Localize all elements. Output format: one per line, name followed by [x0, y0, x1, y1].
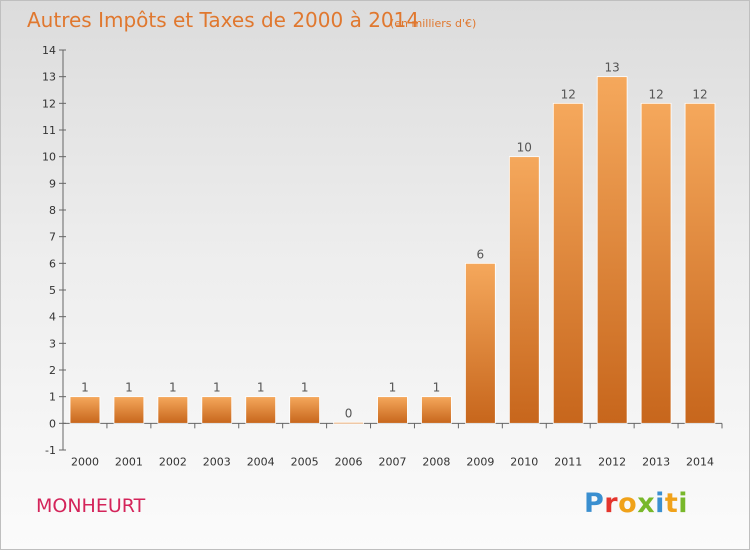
y-tick-label: 6 [49, 257, 56, 270]
data-label-2001: 1 [125, 381, 133, 395]
y-tick-label: 5 [49, 284, 56, 297]
bar-2013 [640, 102, 672, 424]
bar-2002 [157, 396, 189, 424]
x-tick-label: 2006 [335, 455, 363, 468]
bar-2001 [113, 396, 145, 424]
y-tick-label: 1 [49, 391, 56, 404]
data-label-2007: 1 [389, 381, 397, 395]
x-tick-label: 2002 [159, 455, 187, 468]
proxiti-logo: Proxiti [584, 488, 688, 519]
y-tick-label: 2 [49, 364, 56, 377]
x-tick-label: 2009 [466, 455, 494, 468]
logo-letter: P [584, 488, 605, 519]
y-tick-label: -1 [45, 444, 56, 457]
logo-letter: x [637, 488, 656, 519]
y-tick-label: 14 [42, 44, 56, 57]
data-label-2004: 1 [257, 381, 265, 395]
x-tick-label: 2004 [247, 455, 275, 468]
bar-2003 [201, 396, 233, 424]
chart-unit: (en milliers d'€) [390, 17, 477, 30]
y-tick-label: 4 [49, 311, 56, 324]
y-tick-label: 13 [42, 71, 56, 84]
y-tick-label: 11 [42, 124, 56, 137]
x-tick-label: 2010 [510, 455, 538, 468]
x-tick-label: 2008 [422, 455, 450, 468]
data-label-2002: 1 [169, 381, 177, 395]
data-label-2014: 12 [692, 87, 707, 101]
bar-2004 [245, 396, 277, 424]
logo-letter: o [618, 488, 638, 519]
x-tick-label: 2014 [686, 455, 714, 468]
y-tick-label: 7 [49, 231, 56, 244]
x-tick-label: 2001 [115, 455, 143, 468]
y-tick-label: 10 [42, 151, 56, 164]
data-label-2008: 1 [433, 381, 441, 395]
x-tick-label: 2007 [379, 455, 407, 468]
x-tick-label: 2011 [554, 455, 582, 468]
bar-2005 [289, 396, 320, 424]
bar-2007 [377, 396, 408, 424]
data-label-2009: 6 [477, 247, 485, 261]
data-label-2006: 0 [345, 406, 353, 420]
bar-2011 [552, 102, 584, 424]
chart-title: Autres Impôts et Taxes de 2000 à 2014 [27, 8, 420, 32]
bar-2014 [684, 102, 716, 424]
bar-2008 [421, 396, 452, 424]
y-tick-label: 0 [49, 417, 56, 430]
data-label-2005: 1 [301, 381, 309, 395]
x-tick-label: 2013 [642, 455, 670, 468]
y-tick-label: 12 [42, 97, 56, 110]
logo-letter: i [678, 488, 689, 519]
bar-2009 [465, 262, 496, 424]
x-tick-label: 2003 [203, 455, 231, 468]
x-tick-label: 2000 [71, 455, 99, 468]
logo-letter: i [655, 488, 665, 519]
x-tick-label: 2005 [291, 455, 319, 468]
logo-letter: r [604, 488, 619, 519]
data-label-2003: 1 [213, 381, 221, 395]
bar-2012 [596, 76, 628, 424]
bar-2006 [333, 421, 364, 425]
data-label-2011: 12 [561, 87, 576, 101]
data-label-2000: 1 [81, 381, 89, 395]
commune-name: MONHEURT [36, 495, 146, 517]
y-tick-label: 8 [49, 204, 56, 217]
bar-2010 [508, 156, 540, 424]
data-label-2010: 10 [517, 141, 532, 155]
data-label-2012: 13 [605, 61, 620, 75]
y-tick-label: 9 [49, 177, 56, 190]
bar-2000 [69, 396, 101, 424]
logo-letter: t [664, 488, 679, 519]
y-tick-label: 3 [49, 337, 56, 350]
data-label-2013: 12 [648, 87, 663, 101]
x-tick-label: 2012 [598, 455, 626, 468]
